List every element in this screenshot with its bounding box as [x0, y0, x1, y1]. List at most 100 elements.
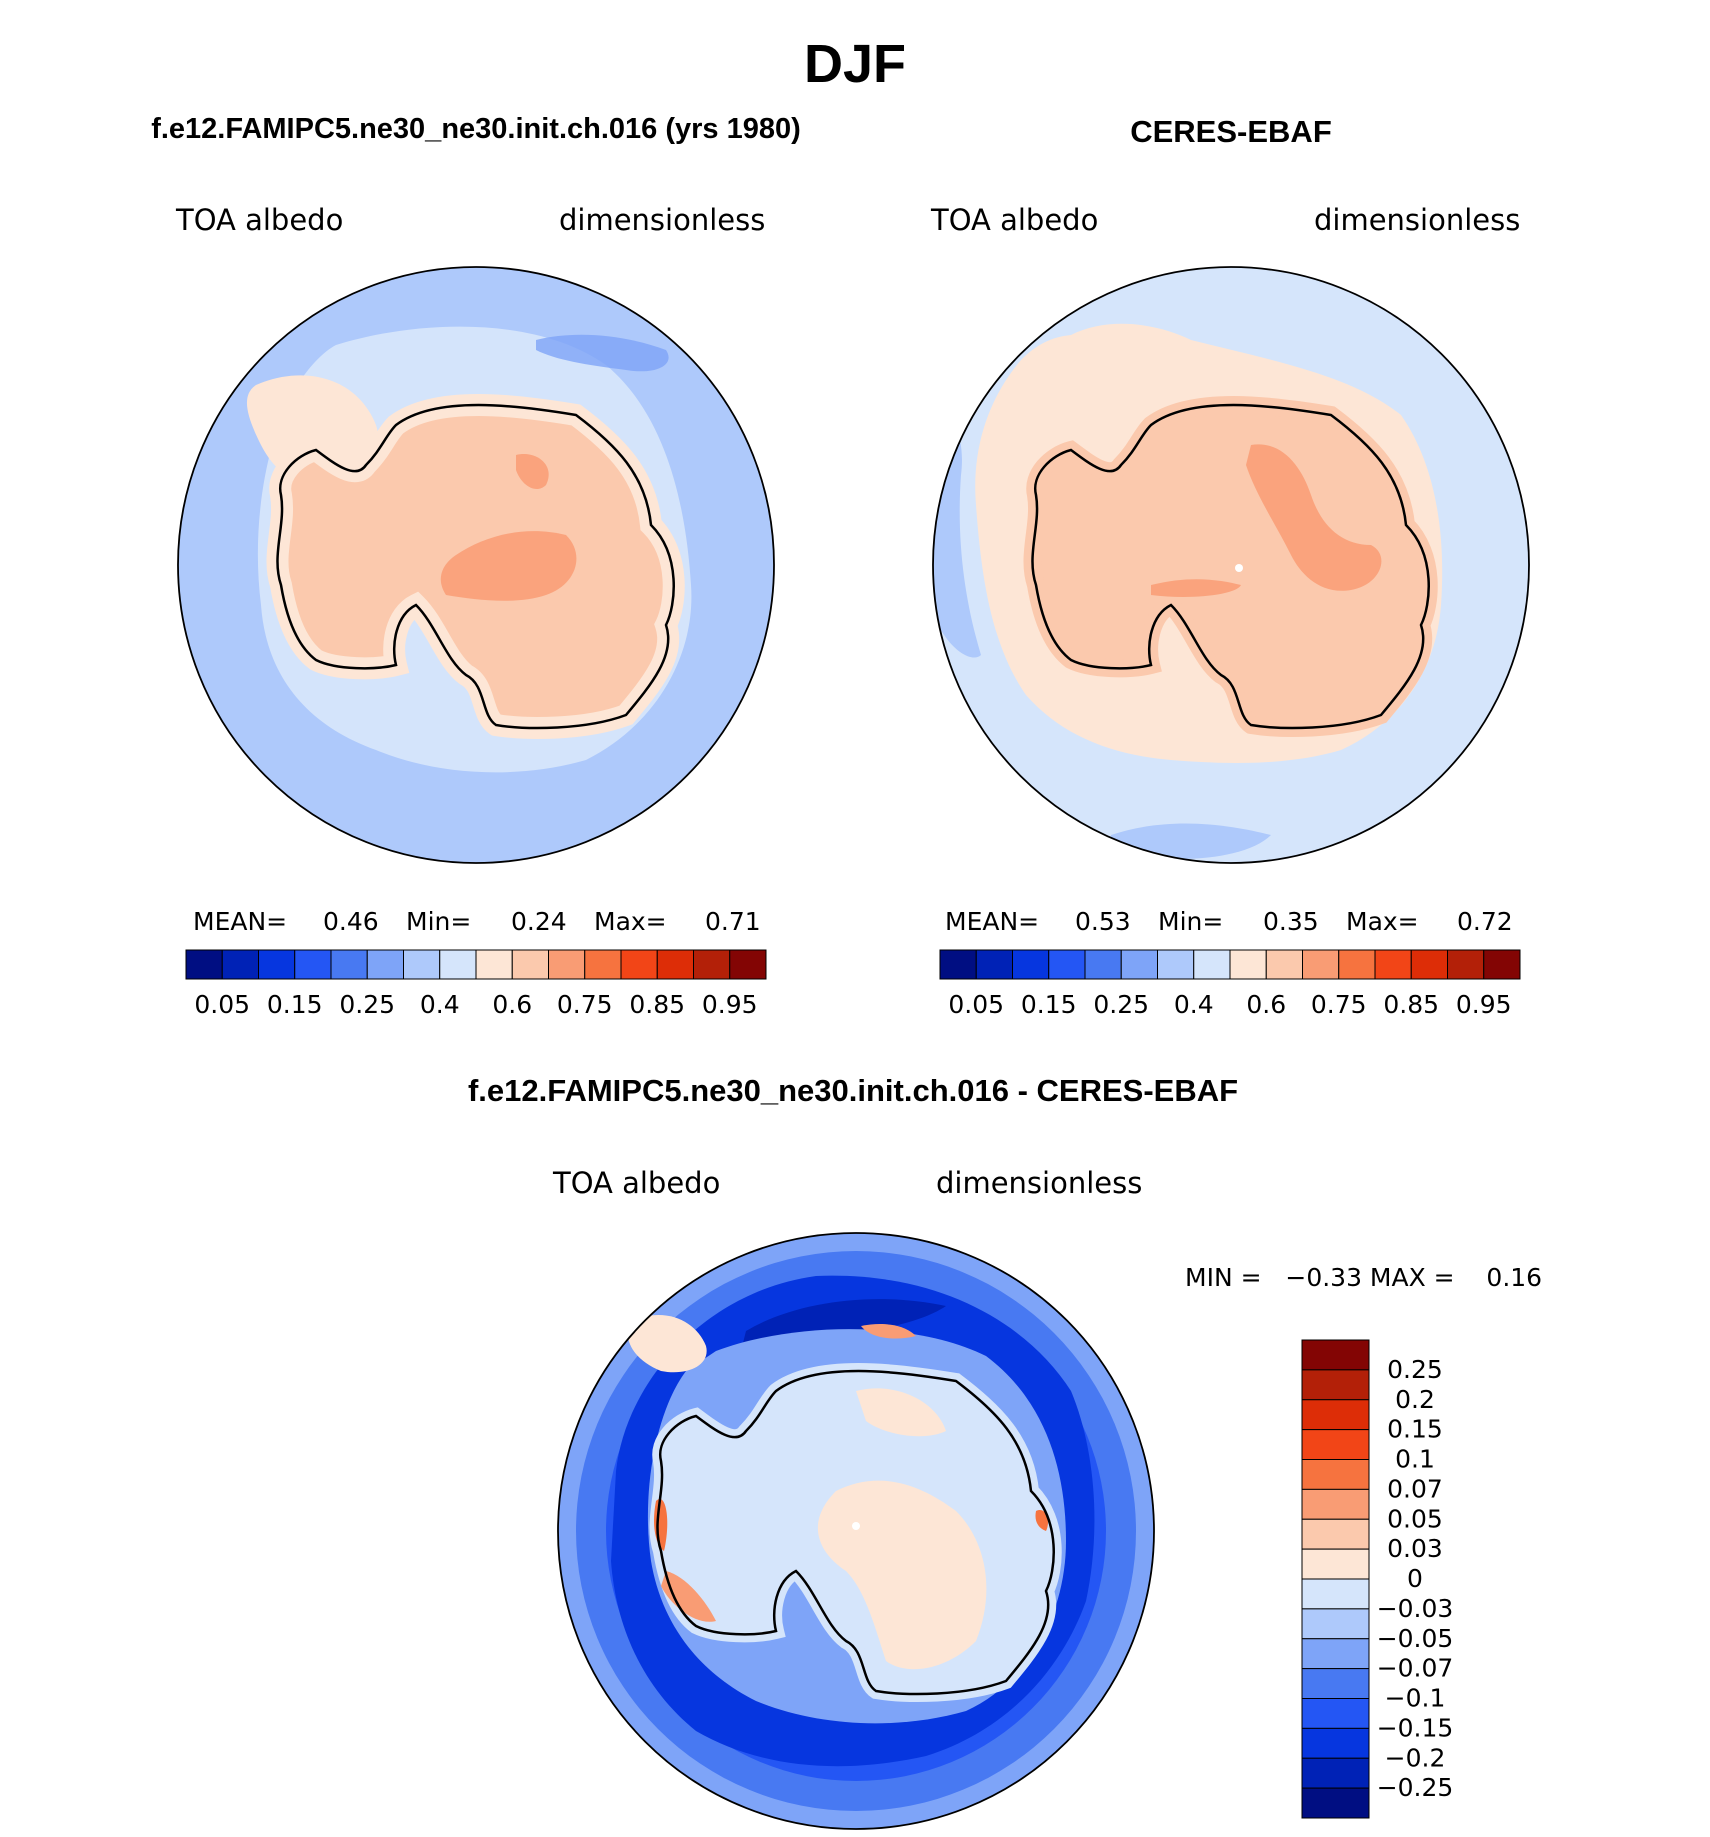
colorbar-tick-label: 0.6: [492, 990, 532, 1019]
colorbar-box: [1374, 949, 1412, 980]
map-border: [932, 266, 1530, 864]
colorbar-box: [1301, 1608, 1370, 1640]
colorbar-tick-label: 0.05: [948, 990, 1004, 1019]
coastal-positive-2: [661, 1571, 716, 1622]
plateau-high: [440, 531, 577, 601]
mean-label: MEAN=: [945, 907, 1039, 936]
min-label: Min=: [1158, 907, 1223, 936]
coastal-positive-4: [1035, 1510, 1048, 1531]
panel-model-map: [178, 267, 774, 863]
colorbar-tick-label: 0.15: [1387, 1415, 1443, 1444]
panel-model-variable: TOA albedo: [175, 203, 343, 237]
colorbar-tick-label: −0.2: [1385, 1743, 1446, 1772]
colorbar-tick-label: 0.15: [267, 990, 323, 1019]
plateau-high-2: [516, 454, 549, 490]
panel-diff-units: dimensionless: [936, 1166, 1142, 1200]
colorbar-box: [584, 949, 622, 980]
max-value: 0.72: [1457, 907, 1513, 936]
colorbar-tick-label: 0.4: [420, 990, 460, 1019]
colorbar-box: [1301, 1339, 1370, 1371]
colorbar-tick-label: −0.05: [1377, 1624, 1454, 1653]
colorbar-tick-label: 0.95: [1456, 990, 1512, 1019]
colorbar-box: [1301, 1698, 1370, 1729]
colorbar-box: [1193, 949, 1231, 980]
continent-warm-area-2: [856, 1388, 946, 1437]
pole-dot: [1235, 564, 1243, 572]
colorbar-box: [185, 949, 223, 980]
colorbar-box: [1301, 1757, 1370, 1789]
colorbar-box: [1120, 949, 1158, 980]
peninsula-warm-patch: [627, 1315, 707, 1373]
colorbar-box: [1301, 1399, 1370, 1431]
max-value: 0.71: [705, 907, 761, 936]
colorbar-box: [1338, 949, 1376, 980]
panel-diff-variable: TOA albedo: [552, 1166, 720, 1200]
colorbar-tick-label: 0.05: [1387, 1504, 1443, 1533]
map-border: [557, 1232, 1155, 1830]
colorbar-box: [1301, 1518, 1370, 1550]
panel-model-colorbar: [185, 949, 767, 980]
colorbar-tick-label: −0.07: [1377, 1654, 1454, 1683]
colorbar-box: [1301, 1488, 1370, 1520]
figure-title: DJF: [804, 34, 906, 94]
min-value: 0.35: [1263, 907, 1319, 936]
mean-value: 0.46: [323, 907, 379, 936]
colorbar-box: [1048, 949, 1086, 980]
panel-obs-map: [933, 267, 1529, 863]
colorbar-tick-label: 0.25: [1093, 990, 1149, 1019]
mean-label: MEAN=: [193, 907, 287, 936]
colorbar-box: [1157, 949, 1195, 980]
colorbar-tick-label: 0.85: [1383, 990, 1439, 1019]
mean-value: 0.53: [1075, 907, 1131, 936]
colorbar-box: [1483, 949, 1521, 980]
colorbar-box: [439, 949, 477, 980]
colorbar-tick-label: 0.85: [629, 990, 685, 1019]
colorbar-box: [1301, 1787, 1370, 1819]
colorbar-tick-label: 0.15: [1021, 990, 1077, 1019]
panel-obs-title: CERES-EBAF: [1130, 114, 1332, 149]
min-value: 0.24: [511, 907, 567, 936]
colorbar-tick-label: −0.25: [1377, 1773, 1454, 1802]
plateau-high: [1246, 444, 1382, 591]
colorbar-box: [1301, 1578, 1370, 1610]
colorbar-box: [1301, 1429, 1370, 1460]
colorbar-box: [620, 949, 658, 980]
colorbar-box: [1410, 949, 1448, 980]
panel-diff-title: f.e12.FAMIPC5.ne30_ne30.init.ch.016 - CE…: [468, 1073, 1238, 1108]
colorbar-tick-label: −0.03: [1377, 1594, 1454, 1623]
continent-warm-area: [817, 1480, 987, 1670]
colorbar-tick-label: −0.15: [1377, 1713, 1454, 1742]
colorbar-box: [1302, 949, 1340, 980]
colorbar-tick-label: 0.05: [194, 990, 250, 1019]
colorbar-box: [475, 949, 513, 980]
colorbar-box: [1447, 949, 1485, 980]
colorbar-tick-label: 0.25: [1387, 1355, 1443, 1384]
colorbar-box: [258, 949, 296, 980]
colorbar-box: [366, 949, 404, 980]
max-label: Max=: [1346, 907, 1419, 936]
colorbar-tick-label: 0.75: [557, 990, 613, 1019]
colorbar-box: [294, 949, 332, 980]
panel-diff-stats: MIN = −0.33 MAX = 0.16: [1185, 1263, 1542, 1292]
panel-obs-variable: TOA albedo: [930, 203, 1098, 237]
colorbar-box: [1301, 1459, 1370, 1490]
panel-model-colorbar-labels: 0.05 0.15 0.25 0.4 0.6 0.75 0.85 0.95: [194, 990, 757, 1019]
colorbar-box: [1229, 949, 1267, 980]
bottom-dark-ocean: [1111, 823, 1271, 859]
colorbar-tick-label: 0.4: [1174, 990, 1214, 1019]
coastal-positive-3: [861, 1324, 916, 1339]
colorbar-box: [403, 949, 441, 980]
panel-diff: f.e12.FAMIPC5.ne30_ne30.init.ch.016 - CE…: [468, 1073, 1542, 1830]
map-border: [177, 266, 775, 864]
colorbar-tick-label: −0.1: [1385, 1684, 1446, 1713]
dark-patch-1: [536, 334, 669, 372]
colorbar-box: [729, 949, 767, 980]
colorbar-box: [1084, 949, 1122, 980]
colorbar-box: [1265, 949, 1303, 980]
panel-obs-colorbar-labels: 0.05 0.15 0.25 0.4 0.6 0.75 0.85 0.95: [948, 990, 1511, 1019]
panel-model-title: f.e12.FAMIPC5.ne30_ne30.init.ch.016 (yrs…: [151, 113, 801, 145]
panel-obs: CERES-EBAF TOA albedo dimensionless MEAN…: [930, 114, 1530, 1019]
colorbar-box: [975, 949, 1013, 980]
panel-diff-colorbar-labels: 0.250.20.150.10.070.050.030−0.03−0.05−0.…: [1377, 1355, 1454, 1802]
